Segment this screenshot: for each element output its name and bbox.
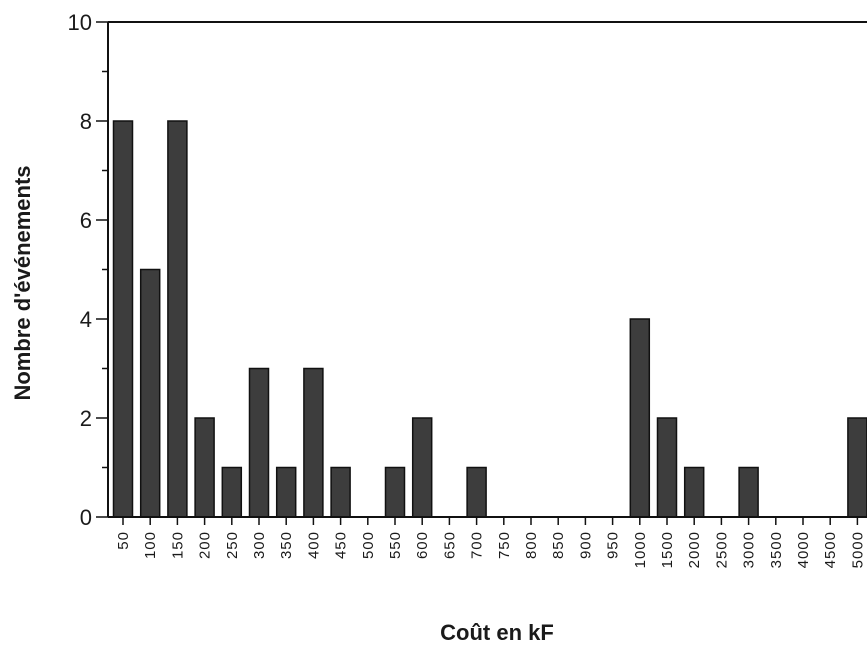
x-tick-label-750: 750 [496, 531, 513, 559]
x-tick-label-1000: 1000 [632, 531, 649, 568]
x-tick-label-450: 450 [333, 531, 350, 559]
x-tick-label-2500: 2500 [713, 531, 730, 568]
bar-350 [275, 466, 297, 518]
axes-group [107, 21, 867, 518]
bar-1000 [629, 318, 651, 518]
bars-group [112, 120, 867, 518]
x-tick-label-850: 850 [550, 531, 567, 559]
x-axis-label: Coût en kF [440, 620, 554, 645]
y-tick-label-10: 10 [68, 10, 92, 35]
x-tick-label-700: 700 [469, 531, 486, 559]
x-tick-label-950: 950 [605, 531, 622, 559]
bar-250 [221, 466, 243, 518]
y-tick-label-2: 2 [80, 406, 92, 431]
x-tick-label-300: 300 [251, 531, 268, 559]
bar-1500 [656, 417, 678, 518]
bar-200 [194, 417, 215, 518]
x-tick-label-650: 650 [441, 531, 458, 559]
bar-3000 [738, 466, 759, 518]
x-tick-label-400: 400 [305, 531, 322, 559]
x-tick-label-2000: 2000 [686, 531, 703, 568]
x-tick-label-4500: 4500 [822, 531, 839, 568]
bar-400 [303, 367, 324, 518]
bar-150 [167, 120, 188, 518]
bar-450 [330, 466, 351, 518]
y-tick-label-8: 8 [80, 109, 92, 134]
bar-2000 [683, 466, 705, 518]
bar-300 [248, 367, 270, 518]
x-tick-label-900: 900 [577, 531, 594, 559]
bar-50 [112, 120, 134, 518]
x-tick-label-200: 200 [197, 531, 214, 559]
x-ticks-group: 50 100 150 200 250 300 350 400 450 500 550 600 650 70… [115, 517, 866, 568]
x-tick-label-600: 600 [414, 531, 431, 559]
bar-600 [411, 417, 433, 518]
bar-700 [466, 466, 487, 518]
y-tick-label-0: 0 [80, 505, 92, 530]
y-ticks-group: 0 2 4 6 8 10 [68, 10, 108, 530]
x-tick-label-500: 500 [360, 531, 377, 559]
x-tick-label-4000: 4000 [795, 531, 812, 568]
x-tick-label-5000: 5000 [849, 531, 866, 568]
y-tick-label-6: 6 [80, 208, 92, 233]
x-tick-label-250: 250 [224, 531, 241, 559]
bar-5000 [847, 417, 867, 518]
x-tick-label-350: 350 [278, 531, 295, 559]
y-tick-label-4: 4 [80, 307, 92, 332]
bar-100 [139, 268, 161, 518]
x-tick-label-1500: 1500 [659, 531, 676, 568]
x-tick-label-50: 50 [115, 531, 132, 550]
x-tick-label-3500: 3500 [768, 531, 785, 568]
x-tick-label-3000: 3000 [741, 531, 758, 568]
x-tick-label-800: 800 [523, 531, 540, 559]
bar-550 [384, 466, 406, 518]
x-tick-label-100: 100 [142, 531, 159, 559]
x-tick-label-550: 550 [387, 531, 404, 559]
y-axis-label: Nombre d'événements [10, 165, 35, 400]
x-tick-label-150: 150 [169, 531, 186, 559]
